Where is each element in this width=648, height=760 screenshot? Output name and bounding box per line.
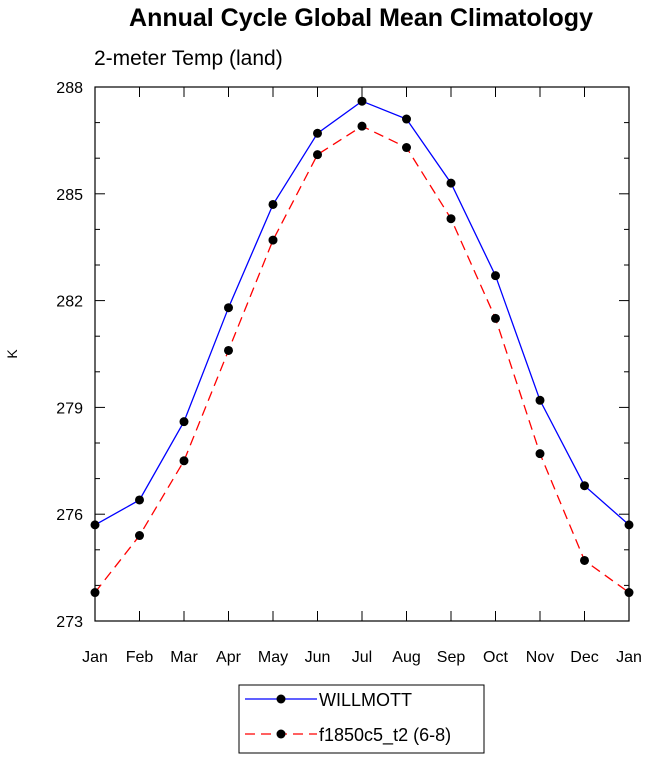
plot-area: 273 276 279 282 285 288 Jan Feb Mar Apr May Jun Jul A… — [56, 80, 642, 666]
data-point — [535, 395, 545, 405]
data-point — [446, 214, 456, 224]
legend-label: f1850c5_t2 (6-8) — [319, 725, 451, 746]
data-point — [491, 271, 500, 281]
y-tick-label: 273 — [56, 614, 83, 631]
x-tick-label: Aug — [392, 649, 420, 666]
x-tick-label: Mar — [170, 649, 198, 666]
x-tick-label: Jan — [616, 649, 642, 666]
data-point — [446, 178, 456, 188]
legend: WILLMOTT f1850c5_t2 (6-8) — [238, 684, 485, 754]
x-tick-label: Jun — [305, 649, 331, 666]
data-point — [357, 121, 367, 131]
data-point — [224, 303, 233, 313]
y-tick-label: 276 — [56, 507, 83, 524]
data-point — [179, 417, 189, 427]
x-tick-label: Apr — [216, 649, 242, 666]
data-point — [135, 531, 144, 541]
data-point — [535, 449, 545, 459]
x-tick-label: May — [258, 649, 288, 666]
series-line-1 — [94, 100, 630, 526]
x-tick-label: Nov — [526, 649, 554, 666]
data-point — [90, 520, 100, 530]
data-point — [357, 96, 367, 106]
data-point — [268, 199, 278, 209]
y-tick-label: 288 — [56, 80, 83, 97]
data-point — [135, 495, 144, 505]
data-point — [402, 143, 411, 153]
x-tick-label: Feb — [126, 649, 154, 666]
x-tick-label: Jul — [352, 649, 372, 666]
data-point — [624, 520, 634, 530]
data-point — [491, 313, 500, 323]
data-point — [268, 235, 278, 245]
legend-label: WILLMOTT — [319, 690, 412, 710]
data-point — [313, 150, 322, 160]
x-tick-label: Oct — [483, 649, 508, 666]
y-tick-label: 282 — [56, 294, 83, 311]
legend-marker — [276, 729, 286, 739]
chart-title: Annual Cycle Global Mean Climatology — [129, 4, 593, 32]
data-point — [402, 114, 411, 124]
y-axis-label: K — [4, 349, 20, 359]
y-tick-label: 279 — [56, 400, 83, 417]
data-point — [224, 345, 233, 355]
plot-frame — [94, 86, 630, 622]
data-point — [580, 555, 589, 565]
data-point — [624, 588, 634, 598]
data-point — [179, 456, 189, 466]
chart-subtitle: 2-meter Temp (land) — [94, 47, 283, 70]
legend-marker — [276, 694, 286, 704]
data-point — [90, 588, 100, 598]
x-tick-label: Sep — [437, 649, 466, 666]
series-line-2 — [94, 125, 630, 594]
data-point — [313, 128, 322, 138]
data-point — [580, 481, 589, 491]
y-tick-label: 285 — [56, 187, 83, 204]
x-tick-label: Jan — [82, 649, 108, 666]
x-tick-label: Dec — [570, 649, 598, 666]
